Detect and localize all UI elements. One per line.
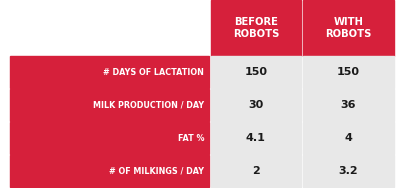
Bar <box>10 56 209 88</box>
Bar <box>211 155 301 187</box>
Bar <box>303 89 394 121</box>
Bar <box>10 155 209 187</box>
Bar <box>211 122 301 154</box>
Bar <box>303 155 394 187</box>
Bar <box>303 56 394 88</box>
Text: BEFORE
ROBOTS: BEFORE ROBOTS <box>233 17 279 39</box>
Text: # DAYS OF LACTATION: # DAYS OF LACTATION <box>103 68 204 77</box>
Text: 36: 36 <box>341 100 356 110</box>
Text: 4: 4 <box>344 133 352 143</box>
Text: # OF MILKINGS / DAY: # OF MILKINGS / DAY <box>109 167 204 175</box>
Bar <box>211 0 301 56</box>
Text: 150: 150 <box>337 67 360 77</box>
Text: WITH
ROBOTS: WITH ROBOTS <box>325 17 371 39</box>
Bar <box>303 0 394 56</box>
Text: 30: 30 <box>248 100 263 110</box>
Bar <box>10 0 209 56</box>
Text: 150: 150 <box>244 67 267 77</box>
Text: MILK PRODUCTION / DAY: MILK PRODUCTION / DAY <box>93 101 204 110</box>
Bar <box>303 122 394 154</box>
Bar <box>211 89 301 121</box>
Text: 3.2: 3.2 <box>338 166 358 176</box>
Text: 2: 2 <box>252 166 260 176</box>
Bar <box>10 89 209 121</box>
Bar <box>211 56 301 88</box>
Text: 4.1: 4.1 <box>246 133 266 143</box>
Bar <box>10 122 209 154</box>
Text: FAT %: FAT % <box>178 134 204 143</box>
